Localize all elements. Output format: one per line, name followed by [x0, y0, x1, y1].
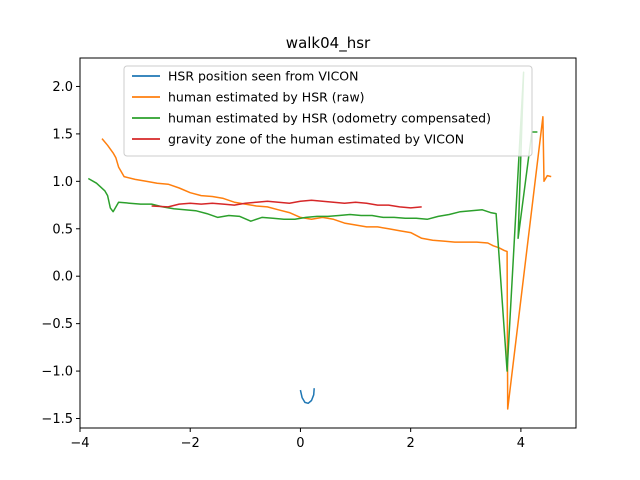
series-line-1	[299, 388, 315, 405]
y-tick-label: 2.0	[52, 80, 73, 95]
legend-label: human estimated by HSR (raw)	[168, 90, 365, 105]
plot-lines	[87, 71, 552, 410]
legend-label: gravity zone of the human estimated by V…	[168, 132, 464, 147]
y-tick-label: −0.5	[41, 317, 73, 332]
chart-title: walk04_hsr	[286, 34, 371, 53]
x-tick-label: 4	[517, 436, 525, 451]
y-tick-label: −1.0	[41, 365, 73, 380]
series-line-3	[87, 71, 538, 372]
y-axis: −1.5 −1.0 −0.5 0.0 0.5 1.0 1.5 2.0	[41, 80, 80, 427]
legend: HSR position seen from VICON human estima…	[123, 65, 533, 157]
y-tick-label: 0.0	[52, 270, 73, 285]
legend-label: human estimated by HSR (odometry compens…	[168, 111, 491, 126]
legend-box	[123, 65, 533, 157]
y-tick-label: 0.5	[52, 222, 73, 237]
y-tick-label: 1.5	[52, 127, 73, 142]
x-tick-label: 2	[407, 436, 415, 451]
x-tick-label: 0	[296, 436, 304, 451]
axes-frame	[79, 57, 577, 429]
y-tick-label: −1.5	[41, 412, 73, 427]
series-line-4	[151, 199, 422, 209]
y-tick-label: 1.0	[52, 175, 73, 190]
x-axis: −4 −2 0 2 4	[70, 428, 525, 451]
x-tick-label: −4	[70, 436, 89, 451]
x-tick-label: −2	[181, 436, 200, 451]
series-line-2	[101, 116, 552, 410]
legend-label: HSR position seen from VICON	[168, 69, 359, 84]
